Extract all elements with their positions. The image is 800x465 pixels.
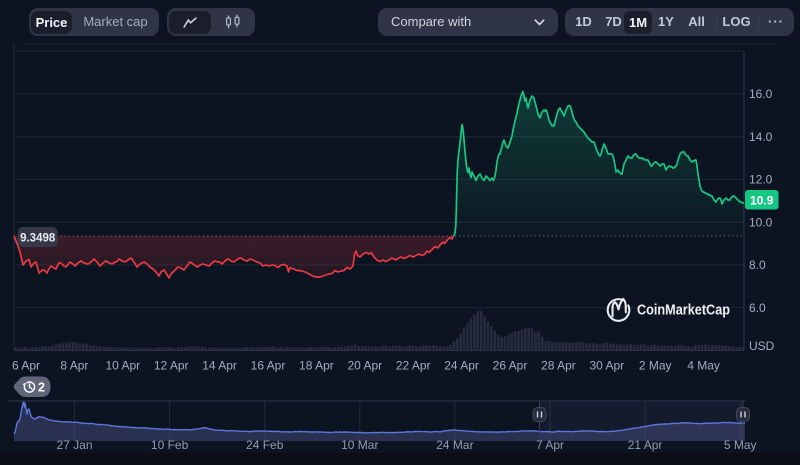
svg-text:5 May: 5 May: [724, 438, 757, 452]
svg-text:2: 2: [38, 381, 45, 395]
svg-text:10.9: 10.9: [750, 193, 774, 207]
svg-text:10.0: 10.0: [749, 215, 773, 229]
svg-text:6 Apr: 6 Apr: [12, 359, 40, 373]
svg-text:6.0: 6.0: [749, 301, 766, 315]
svg-text:26 Apr: 26 Apr: [493, 359, 528, 373]
svg-text:CoinMarketCap: CoinMarketCap: [637, 303, 730, 319]
svg-text:14 Apr: 14 Apr: [202, 359, 237, 373]
svg-text:20 Apr: 20 Apr: [347, 359, 382, 373]
svg-text:22 Apr: 22 Apr: [396, 359, 431, 373]
svg-text:16 Apr: 16 Apr: [251, 359, 286, 373]
svg-text:10 Feb: 10 Feb: [151, 438, 189, 452]
svg-text:28 Apr: 28 Apr: [541, 359, 576, 373]
svg-text:8.0: 8.0: [749, 258, 766, 272]
svg-text:21 Apr: 21 Apr: [628, 438, 663, 452]
svg-text:9.3498: 9.3498: [20, 233, 56, 245]
svg-text:12 Apr: 12 Apr: [154, 359, 189, 373]
svg-text:12.0: 12.0: [749, 173, 773, 187]
svg-text:2 May: 2 May: [639, 359, 672, 373]
svg-text:7 Apr: 7 Apr: [536, 438, 564, 452]
svg-text:10 Apr: 10 Apr: [105, 359, 140, 373]
svg-text:16.0: 16.0: [749, 87, 773, 101]
svg-text:24 Feb: 24 Feb: [246, 438, 284, 452]
svg-text:10 Mar: 10 Mar: [341, 438, 378, 452]
svg-text:4 May: 4 May: [687, 359, 720, 373]
svg-text:14.0: 14.0: [749, 130, 773, 144]
svg-text:27 Jan: 27 Jan: [56, 438, 92, 452]
svg-text:8 Apr: 8 Apr: [60, 359, 88, 373]
svg-text:24 Apr: 24 Apr: [444, 359, 479, 373]
svg-text:18 Apr: 18 Apr: [299, 359, 334, 373]
svg-text:24 Mar: 24 Mar: [436, 438, 473, 452]
svg-text:30 Apr: 30 Apr: [589, 359, 624, 373]
svg-text:USD: USD: [749, 339, 775, 353]
